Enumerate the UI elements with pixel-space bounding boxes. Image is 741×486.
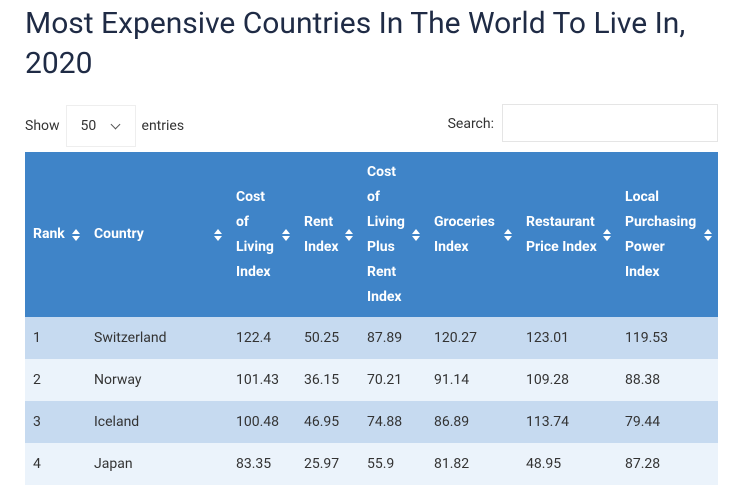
- entries-label: entries: [141, 118, 185, 134]
- column-header-label: Cost of Living Index: [236, 188, 274, 280]
- table-cell: Norway: [86, 359, 228, 401]
- dropdown-icon: [110, 119, 121, 129]
- column-header[interactable]: Cost of Living Index: [228, 152, 296, 317]
- page-size-value: 50: [80, 118, 97, 134]
- column-header[interactable]: Country: [86, 152, 228, 317]
- table-cell: 87.28: [617, 443, 718, 485]
- column-header-label: Restaurant Price Index: [526, 213, 597, 255]
- show-label: Show: [25, 118, 60, 134]
- sort-icon: [603, 228, 611, 241]
- sort-icon: [504, 228, 512, 241]
- column-header[interactable]: Rent Index: [296, 152, 359, 317]
- table-cell: Iceland: [86, 401, 228, 443]
- sort-icon: [72, 228, 80, 241]
- page-size-select[interactable]: 50: [65, 105, 136, 147]
- data-table: Rank Country Cost of Living Index Rent Inde…: [25, 152, 718, 485]
- search-control: Search:: [448, 104, 718, 142]
- table-row: 4 Japan 83.35 25.97 55.9 81.82 48.95 87.28: [25, 443, 718, 485]
- column-header-label: Rent Index: [304, 213, 339, 255]
- table-cell: 3: [25, 401, 86, 443]
- column-header[interactable]: Rank: [25, 152, 86, 317]
- table-cell: 70.21: [359, 359, 426, 401]
- table-cell: 91.14: [426, 359, 518, 401]
- table-cell: 123.01: [518, 317, 617, 359]
- table-cell: 83.35: [228, 443, 296, 485]
- table-cell: 81.82: [426, 443, 518, 485]
- sort-icon: [704, 228, 712, 241]
- table-cell: 109.28: [518, 359, 617, 401]
- table-cell: 79.44: [617, 401, 718, 443]
- table-cell: 48.95: [518, 443, 617, 485]
- table-cell: 25.97: [296, 443, 359, 485]
- column-header[interactable]: Cost of Living Plus Rent Index: [359, 152, 426, 317]
- column-header-label: Cost of Living Plus Rent Index: [367, 163, 405, 305]
- table-controls: Show 50 entries Search:: [25, 104, 718, 148]
- table-cell: 101.43: [228, 359, 296, 401]
- table-cell: 46.95: [296, 401, 359, 443]
- table-body: 1 Switzerland 122.4 50.25 87.89 120.27 123.01 1…: [25, 317, 718, 485]
- column-header-label: Country: [94, 226, 144, 242]
- table-cell: 86.89: [426, 401, 518, 443]
- table-cell: 113.74: [518, 401, 617, 443]
- table-cell: 1: [25, 317, 86, 359]
- column-header[interactable]: Restaurant Price Index: [518, 152, 617, 317]
- table-cell: 87.89: [359, 317, 426, 359]
- table-cell: 122.4: [228, 317, 296, 359]
- search-label: Search:: [447, 116, 494, 132]
- table-cell: 2: [25, 359, 86, 401]
- column-header-label: Groceries Index: [434, 213, 495, 255]
- sort-icon: [412, 228, 420, 241]
- table-cell: 55.9: [359, 443, 426, 485]
- table-row: 3 Iceland 100.48 46.95 74.88 86.89 113.74 79.44: [25, 401, 718, 443]
- table-cell: 4: [25, 443, 86, 485]
- column-header-label: Rank: [33, 226, 65, 242]
- table-row: 2 Norway 101.43 36.15 70.21 91.14 109.28 88.38: [25, 359, 718, 401]
- page-size-control: Show 50 entries: [25, 104, 184, 148]
- sort-icon: [214, 228, 222, 241]
- column-header[interactable]: Groceries Index: [426, 152, 518, 317]
- sort-icon: [282, 228, 290, 241]
- header-row: Rank Country Cost of Living Index Rent Inde…: [25, 152, 718, 317]
- search-input[interactable]: [502, 104, 718, 142]
- column-header[interactable]: Local Purchasing Power Index: [617, 152, 718, 317]
- table-cell: 120.27: [426, 317, 518, 359]
- page-title: Most Expensive Countries In The World To…: [25, 6, 686, 81]
- table-cell: 119.53: [617, 317, 718, 359]
- table-cell: 50.25: [296, 317, 359, 359]
- table-cell: 74.88: [359, 401, 426, 443]
- table-cell: Switzerland: [86, 317, 228, 359]
- table-row: 1 Switzerland 122.4 50.25 87.89 120.27 123.01 1…: [25, 317, 718, 359]
- table-cell: 88.38: [617, 359, 718, 401]
- sort-icon: [345, 228, 353, 241]
- table-cell: 36.15: [296, 359, 359, 401]
- table-cell: 100.48: [228, 401, 296, 443]
- column-header-label: Local Purchasing Power Index: [625, 188, 697, 280]
- table-cell: Japan: [86, 443, 228, 485]
